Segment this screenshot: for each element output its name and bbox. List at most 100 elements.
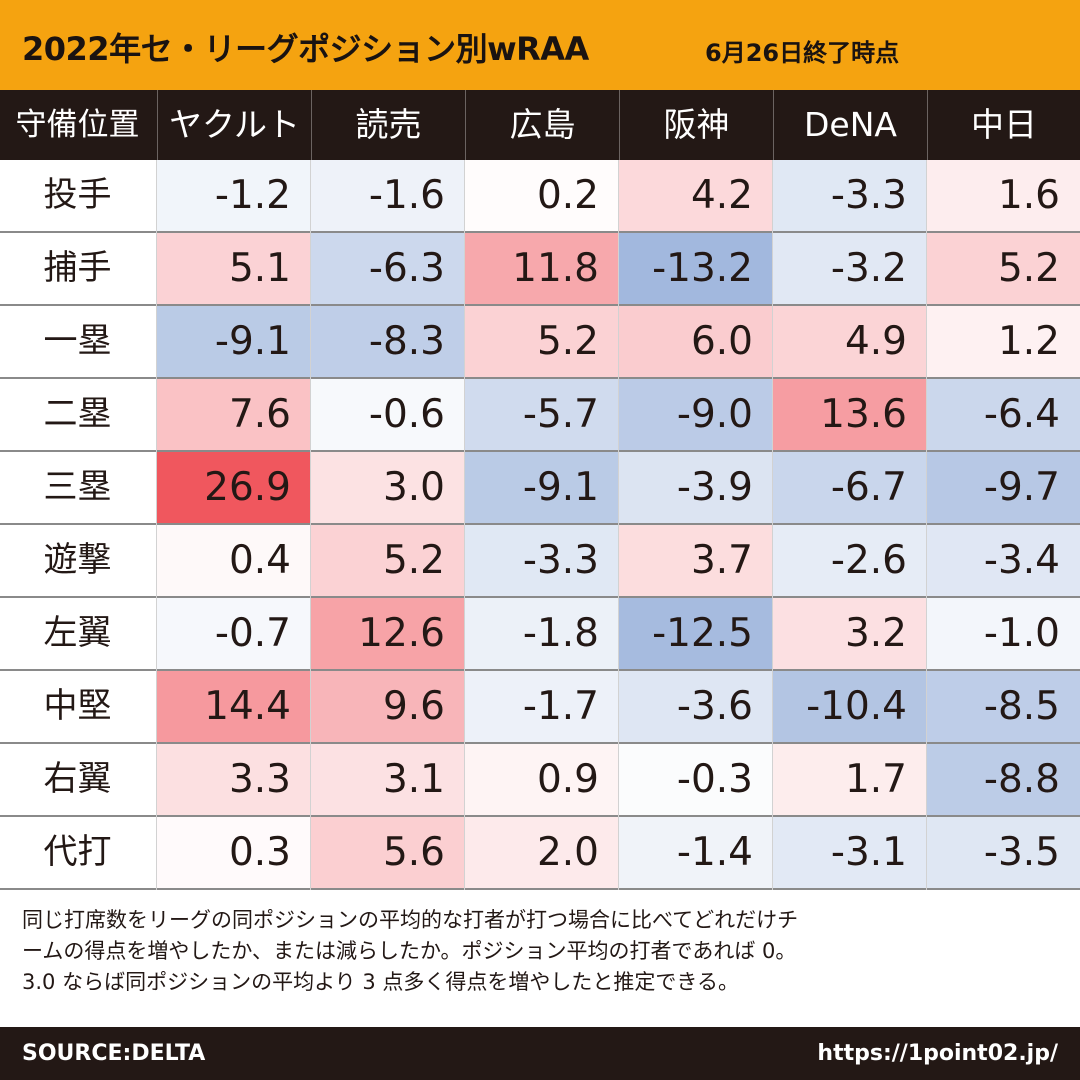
row-label-position: 代打: [43, 832, 112, 872]
heatmap-cell: -0.6: [311, 379, 465, 450]
note-line: 同じ打席数をリーグの同ポジションの平均的な打者が打つ場合に比べてどれだけチ: [22, 908, 799, 932]
column-divider: [310, 160, 311, 890]
heatmap-cell: 6.0: [619, 306, 773, 377]
heatmap-cell: -10.4: [773, 671, 927, 742]
heatmap-cell: -5.7: [465, 379, 619, 450]
row-divider: [0, 523, 1080, 525]
chart-title: 2022年セ・リーグポジション別wRAA: [22, 30, 589, 68]
heatmap-cell: -6.4: [927, 379, 1080, 450]
heatmap-cell: -6.3: [311, 233, 465, 304]
row-divider: [0, 669, 1080, 671]
heatmap-cell: 0.3: [157, 817, 311, 888]
heatmap-cell: -0.3: [619, 744, 773, 815]
heatmap-cell: -1.8: [465, 598, 619, 669]
row-label-position: 投手: [43, 175, 112, 215]
wraa-heatmap-table: 投手 -1.2 -1.6 0.2 4.2 -3.3 1.6 捕手 5.1 -6.3 11.8 -13.…: [0, 160, 1080, 890]
column-divider: [926, 160, 927, 890]
heatmap-cell: 0.2: [465, 160, 619, 231]
column-header-team: 阪神: [619, 90, 773, 160]
heatmap-cell: -3.9: [619, 452, 773, 523]
heatmap-cell: 7.6: [157, 379, 311, 450]
heatmap-cell: 2.0: [465, 817, 619, 888]
heatmap-cell: -9.1: [465, 452, 619, 523]
heatmap-cell: -3.1: [773, 817, 927, 888]
heatmap-cell: 4.2: [619, 160, 773, 231]
heatmap-cell: 3.3: [157, 744, 311, 815]
column-header-team: ヤクルト: [157, 90, 311, 160]
row-divider: [0, 231, 1080, 233]
row-divider: [0, 596, 1080, 598]
table-header: 守備位置 ヤクルト 読売 広島 阪神 DeNA 中日: [0, 90, 1080, 160]
heatmap-cell: 0.9: [465, 744, 619, 815]
heatmap-cell: -9.0: [619, 379, 773, 450]
heatmap-cell: -3.3: [465, 525, 619, 596]
heatmap-cell: 3.0: [311, 452, 465, 523]
heatmap-cell: -1.4: [619, 817, 773, 888]
row-divider: [0, 304, 1080, 306]
heatmap-cell: 26.9: [157, 452, 311, 523]
row-label-position: 左翼: [43, 613, 112, 653]
column-divider: [464, 160, 465, 890]
heatmap-cell: -8.3: [311, 306, 465, 377]
column-divider: [156, 160, 157, 890]
heatmap-cell: -1.0: [927, 598, 1080, 669]
heatmap-cell: -3.2: [773, 233, 927, 304]
heatmap-cell: 14.4: [157, 671, 311, 742]
title-bar: 2022年セ・リーグポジション別wRAA 6月26日終了時点: [0, 0, 1080, 90]
row-divider: [0, 377, 1080, 379]
column-divider: [772, 160, 773, 890]
heatmap-cell: -2.6: [773, 525, 927, 596]
heatmap-cell: 1.6: [927, 160, 1080, 231]
heatmap-cell: -9.1: [157, 306, 311, 377]
row-divider: [0, 888, 1080, 890]
heatmap-cell: -3.5: [927, 817, 1080, 888]
heatmap-cell: 13.6: [773, 379, 927, 450]
heatmap-cell: -1.6: [311, 160, 465, 231]
row-divider: [0, 742, 1080, 744]
heatmap-cell: 0.4: [157, 525, 311, 596]
explanation-notes: 同じ打席数をリーグの同ポジションの平均的な打者が打つ場合に比べてどれだけチ ーム…: [22, 905, 1067, 998]
heatmap-cell: -13.2: [619, 233, 773, 304]
note-line: ームの得点を増やしたか、または減らしたか。ポジション平均の打者であれば 0。: [22, 939, 797, 963]
heatmap-cell: 5.1: [157, 233, 311, 304]
column-header-position: 守備位置: [15, 107, 140, 143]
heatmap-cell: 3.2: [773, 598, 927, 669]
row-label-position: 右翼: [43, 759, 112, 799]
row-label-position: 一塁: [43, 321, 112, 361]
heatmap-cell: -6.7: [773, 452, 927, 523]
column-header-team: 読売: [311, 90, 465, 160]
heatmap-cell: -8.5: [927, 671, 1080, 742]
heatmap-cell: 5.2: [927, 233, 1080, 304]
heatmap-cell: 3.7: [619, 525, 773, 596]
row-label-position: 遊撃: [43, 540, 112, 580]
row-divider: [0, 815, 1080, 817]
column-divider: [618, 160, 619, 890]
row-label-position: 捕手: [43, 248, 112, 288]
row-label-position: 中堅: [43, 686, 112, 726]
chart-date: 6月26日終了時点: [705, 39, 900, 67]
heatmap-cell: 12.6: [311, 598, 465, 669]
heatmap-cell: 5.2: [311, 525, 465, 596]
heatmap-cell: -1.2: [157, 160, 311, 231]
heatmap-cell: -3.3: [773, 160, 927, 231]
row-divider: [0, 450, 1080, 452]
heatmap-cell: 3.1: [311, 744, 465, 815]
heatmap-cell: -1.7: [465, 671, 619, 742]
column-header-team: 広島: [465, 90, 619, 160]
website-link[interactable]: https://1point02.jp/: [817, 1041, 1058, 1066]
heatmap-cell: -3.4: [927, 525, 1080, 596]
heatmap-cell: 5.2: [465, 306, 619, 377]
column-header-team: 中日: [927, 90, 1080, 160]
heatmap-cell: 4.9: [773, 306, 927, 377]
heatmap-cell: -0.7: [157, 598, 311, 669]
column-header-team: DeNA: [773, 90, 927, 160]
heatmap-cell: -3.6: [619, 671, 773, 742]
heatmap-cell: -12.5: [619, 598, 773, 669]
heatmap-cell: 1.2: [927, 306, 1080, 377]
heatmap-cell: 9.6: [311, 671, 465, 742]
footer-bar: SOURCE:DELTA https://1point02.jp/: [0, 1027, 1080, 1080]
heatmap-cell: -9.7: [927, 452, 1080, 523]
heatmap-cell: 11.8: [465, 233, 619, 304]
heatmap-cell: 1.7: [773, 744, 927, 815]
